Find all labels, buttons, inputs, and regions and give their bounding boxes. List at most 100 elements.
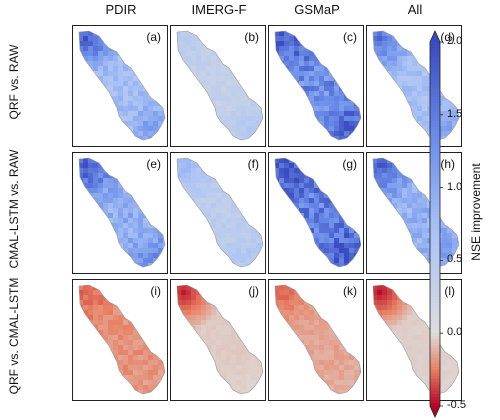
sub-basin-cell bbox=[206, 370, 211, 375]
sub-basin-cell bbox=[201, 380, 206, 385]
sub-basin-cell bbox=[103, 183, 108, 188]
sub-basin-cell bbox=[309, 153, 314, 158]
sub-basin-cell bbox=[241, 243, 246, 248]
sub-basin-cell bbox=[113, 330, 118, 335]
sub-basin-cell bbox=[354, 71, 359, 76]
sub-basin-cell bbox=[319, 183, 324, 188]
sub-basin-cell bbox=[143, 178, 148, 183]
sub-basin-cell bbox=[98, 248, 103, 253]
sub-basin-cell bbox=[108, 258, 113, 263]
sub-basin-cell bbox=[176, 146, 181, 147]
sub-basin-cell bbox=[201, 375, 206, 380]
sub-basin-cell bbox=[226, 253, 231, 258]
sub-basin-cell bbox=[93, 248, 98, 253]
sub-basin-cell bbox=[83, 26, 88, 31]
sub-basin-cell bbox=[261, 285, 263, 290]
sub-basin-cell bbox=[284, 61, 289, 66]
sub-basin-cell bbox=[201, 146, 206, 147]
sub-basin-cell bbox=[324, 141, 329, 146]
sub-basin-cell bbox=[241, 188, 246, 193]
sub-basin-cell bbox=[191, 51, 196, 56]
sub-basin-cell bbox=[148, 121, 153, 126]
sub-basin-cell bbox=[324, 51, 329, 56]
sub-basin-cell bbox=[417, 223, 422, 228]
sub-basin-cell bbox=[148, 360, 153, 365]
sub-basin-cell bbox=[309, 228, 314, 233]
sub-basin-cell bbox=[133, 173, 138, 178]
sub-basin-cell bbox=[382, 81, 387, 86]
sub-basin-cell bbox=[236, 330, 241, 335]
sub-basin-cell bbox=[163, 121, 165, 126]
sub-basin-cell bbox=[133, 395, 138, 400]
sub-basin-cell bbox=[324, 86, 329, 91]
sub-basin-cell bbox=[373, 46, 377, 51]
sub-basin-cell bbox=[231, 111, 236, 116]
sub-basin-cell bbox=[382, 183, 387, 188]
sub-basin-cell bbox=[407, 126, 412, 131]
sub-basin-cell bbox=[324, 46, 329, 51]
sub-basin-cell bbox=[231, 253, 236, 258]
sub-basin-cell bbox=[392, 66, 397, 71]
sub-basin-cell bbox=[88, 295, 93, 300]
sub-basin-cell bbox=[79, 131, 83, 136]
sub-basin-cell bbox=[148, 203, 153, 208]
sub-basin-cell bbox=[397, 31, 402, 36]
sub-basin-cell bbox=[367, 228, 372, 233]
sub-basin-cell bbox=[349, 61, 354, 66]
sub-basin-cell bbox=[407, 248, 412, 253]
sub-basin-cell bbox=[113, 335, 118, 340]
sub-basin-cell bbox=[226, 390, 231, 394]
sub-basin-cell bbox=[284, 26, 289, 31]
sub-basin-cell bbox=[373, 168, 377, 173]
sub-basin-cell bbox=[171, 208, 176, 213]
sub-basin-cell bbox=[113, 158, 118, 163]
sub-basin-cell bbox=[211, 295, 216, 300]
sub-basin-cell bbox=[447, 106, 452, 111]
sub-basin-cell bbox=[402, 183, 407, 188]
sub-basin-cell bbox=[186, 218, 191, 223]
sub-basin-cell bbox=[79, 253, 83, 258]
sub-basin-cell bbox=[216, 198, 221, 203]
sub-basin-cell bbox=[88, 290, 93, 295]
sub-basin-cell bbox=[221, 375, 226, 380]
basin-map bbox=[78, 157, 166, 273]
sub-basin-cell bbox=[118, 315, 123, 320]
sub-basin-cell bbox=[79, 101, 83, 106]
sub-basin-cell bbox=[457, 76, 459, 81]
sub-basin-cell bbox=[289, 121, 294, 126]
sub-basin-cell bbox=[275, 228, 279, 233]
sub-basin-cell bbox=[344, 253, 349, 258]
sub-basin-cell bbox=[181, 208, 186, 213]
sub-basin-cell bbox=[246, 101, 251, 106]
sub-basin-cell bbox=[231, 320, 236, 325]
sub-basin-cell bbox=[279, 223, 284, 228]
sub-basin-cell bbox=[206, 295, 211, 300]
sub-basin-cell bbox=[324, 116, 329, 121]
sub-basin-cell bbox=[299, 203, 304, 208]
sub-basin-cell bbox=[373, 213, 377, 218]
sub-basin-cell bbox=[269, 76, 274, 81]
sub-basin-cell bbox=[256, 248, 261, 253]
sub-basin-cell bbox=[417, 26, 422, 31]
sub-basin-cell bbox=[261, 295, 263, 300]
sub-basin-cell bbox=[256, 263, 261, 267]
sub-basin-cell bbox=[113, 146, 118, 147]
sub-basin-cell bbox=[211, 188, 216, 193]
sub-basin-cell bbox=[367, 223, 372, 228]
sub-basin-cell bbox=[226, 360, 231, 365]
sub-basin-cell bbox=[397, 46, 402, 51]
sub-basin-cell bbox=[83, 305, 88, 310]
sub-basin-cell bbox=[367, 56, 372, 61]
sub-basin-cell bbox=[452, 91, 457, 96]
sub-basin-cell bbox=[236, 233, 241, 238]
sub-basin-cell bbox=[354, 203, 359, 208]
sub-basin-cell bbox=[83, 375, 88, 380]
sub-basin-cell bbox=[334, 173, 339, 178]
sub-basin-cell bbox=[294, 101, 299, 106]
sub-basin-cell bbox=[93, 268, 98, 273]
sub-basin-cell bbox=[171, 66, 176, 71]
sub-basin-cell bbox=[407, 178, 412, 183]
sub-basin-cell bbox=[103, 208, 108, 213]
sub-basin-cell bbox=[289, 61, 294, 66]
sub-basin-cell bbox=[181, 300, 186, 305]
